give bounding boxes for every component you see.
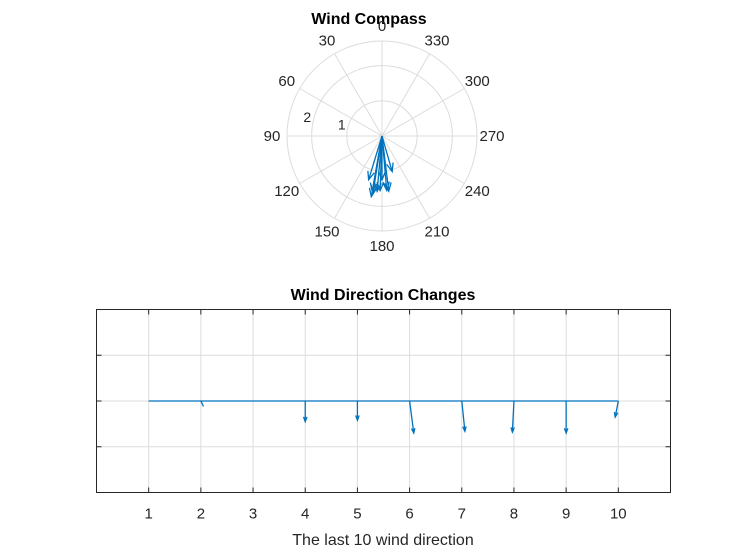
feather-vector-shaft (200, 400, 205, 407)
feather-xlabel: The last 10 wind direction (292, 532, 473, 549)
compass-spoke (381, 88, 465, 137)
compass-spoke (334, 53, 383, 137)
compass-angle-label: 30 (319, 33, 336, 50)
compass-spoke (381, 53, 430, 137)
feather-vector-head (613, 411, 619, 419)
compass-spoke (299, 135, 383, 184)
compass-angle-label: 120 (274, 183, 299, 200)
feather-vector-head (563, 428, 569, 435)
feather-vector-head (510, 427, 515, 435)
compass-vector-shaft (371, 135, 383, 192)
compass-vector-shaft (368, 135, 383, 180)
compass-radial-labels: 12 (303, 109, 345, 132)
compass-angle-label: 210 (424, 223, 449, 240)
feather-vector-head (302, 416, 308, 424)
compass-vector-head (376, 181, 385, 193)
feather-vector (510, 400, 515, 435)
compass-spoke (381, 135, 465, 184)
feather-vector-shaft (511, 400, 515, 433)
compass-vector-shaft (379, 135, 383, 191)
feather-xtick-label: 1 (145, 506, 153, 523)
feather-xtick-label: 6 (405, 506, 413, 523)
compass-angle-label: 90 (264, 128, 281, 145)
compass-angle-label: 0 (378, 18, 386, 35)
feather-vector (461, 400, 467, 434)
compass-radial-label: 1 (338, 116, 346, 132)
compass-vector-head (378, 171, 386, 182)
feather-vector (355, 401, 360, 423)
feather-xtick-label: 5 (353, 506, 361, 523)
compass-vector-head (368, 187, 377, 199)
compass-angle-label: 270 (479, 128, 504, 145)
compass-plot: Wind Compass 0 30 60 90 120 150 180 210 240 270 30… (264, 11, 505, 255)
compass-vector (369, 135, 383, 194)
feather-xtick-label: 3 (249, 506, 257, 523)
feather-plot: Wind Direction Changes 1 2 3 4 5 6 7 8 9 10 The l… (96, 287, 671, 549)
compass-vector (376, 135, 385, 193)
compass-radial-label: 2 (303, 109, 311, 125)
compass-angle-label: 60 (278, 73, 295, 90)
compass-vector (367, 135, 383, 182)
compass-vectors (367, 135, 394, 199)
compass-angle-label: 180 (369, 238, 394, 255)
feather-x-ticks: 1 2 3 4 5 6 7 8 9 10 (96, 309, 671, 523)
feather-xtick-label: 9 (562, 506, 570, 523)
feather-vector (302, 401, 308, 424)
compass-vector-head (386, 162, 394, 174)
compass-vector (381, 135, 394, 174)
compass-vector-head (367, 170, 375, 182)
feather-vector (613, 400, 619, 419)
feather-title: Wind Direction Changes (291, 287, 476, 304)
feather-vector-shaft (461, 400, 466, 432)
compass-vector (381, 135, 392, 193)
compass-angle-label: 300 (465, 73, 490, 90)
feather-series (148, 400, 619, 435)
feather-xtick-label: 4 (301, 506, 309, 523)
feather-vector-shaft (614, 400, 619, 418)
feather-vector-head (355, 415, 360, 423)
compass-spoke (299, 88, 383, 137)
compass-vector-shaft (381, 135, 393, 172)
compass-spoke (334, 135, 383, 219)
feather-vector-head (462, 426, 467, 434)
compass-vector-shaft (381, 135, 390, 192)
feather-vector (200, 400, 205, 407)
compass-vector-head (369, 182, 378, 194)
compass-angle-label: 240 (465, 183, 490, 200)
feather-xtick-label: 7 (458, 506, 466, 523)
feather-vector (408, 400, 416, 435)
compass-spoke (381, 135, 430, 219)
compass-angle-label: 330 (424, 33, 449, 50)
feather-vector (563, 401, 569, 435)
compass-angle-labels: 0 30 60 90 120 150 180 210 240 270 300 330 (264, 18, 505, 255)
feather-xtick-label: 10 (610, 506, 627, 523)
feather-vector-head (410, 428, 416, 435)
compass-vector-head (383, 182, 392, 193)
feather-vector-shaft (408, 400, 415, 434)
compass-title: Wind Compass (311, 11, 427, 28)
feather-xtick-label: 8 (510, 506, 518, 523)
compass-angle-label: 150 (314, 223, 339, 240)
feather-xtick-label: 2 (197, 506, 205, 523)
